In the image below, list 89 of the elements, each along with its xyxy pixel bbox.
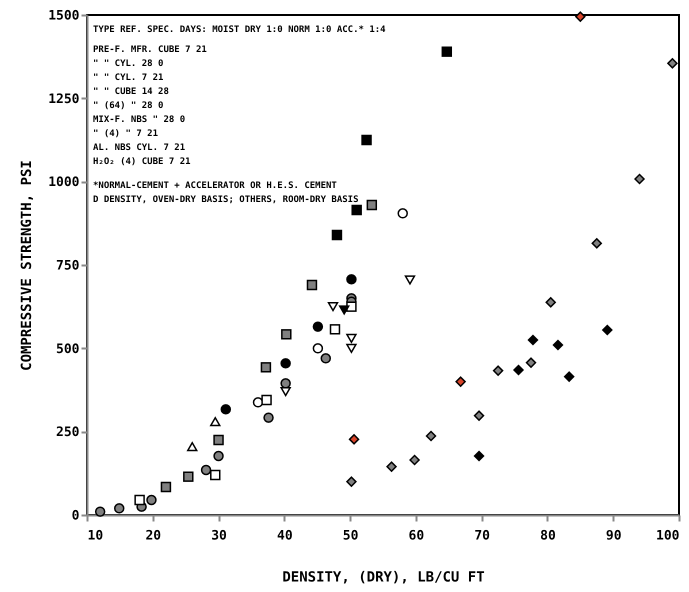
point (280, 358, 291, 369)
point (492, 365, 504, 376)
point (361, 134, 372, 146)
point (213, 450, 224, 462)
point (220, 404, 232, 415)
point (602, 324, 613, 336)
point (409, 454, 420, 466)
annotation: D DENSITY, OVEN-DRY BASIS; OTHERS, ROOM-DRY BASIS (93, 195, 359, 205)
annotation: MIX-F. NBS " 28 0 (93, 115, 186, 125)
point (306, 280, 318, 290)
point (320, 353, 331, 364)
x-tick-label: 10 (88, 528, 104, 544)
point (94, 506, 106, 517)
point (280, 387, 291, 396)
annotation: *NORMAL-CEMENT + ACCELERATOR OR H.E.S. CEMENT (93, 181, 338, 191)
point (346, 476, 357, 487)
point (346, 301, 357, 312)
x-tick-label: 60 (408, 528, 424, 544)
point (338, 305, 350, 315)
point (592, 238, 602, 249)
point (263, 412, 274, 423)
point (366, 200, 378, 210)
x-tick-label: 100 (656, 528, 680, 544)
point (328, 302, 338, 312)
point (281, 329, 292, 340)
point (351, 204, 362, 216)
point (134, 494, 145, 506)
annotation: " " CUBE 14 28 (93, 87, 169, 97)
point (260, 362, 272, 373)
y-tick-label: 750 (56, 258, 80, 274)
point (564, 371, 574, 382)
annotation: H₂O₂ (4) CUBE 7 21 (93, 157, 191, 167)
annotation: AL. NBS CYL. 7 21 (93, 143, 186, 153)
annotation: TYPE REF. SPEC. DAYS: MOIST DRY 1:0 NORM 1:0 ACC.* 1:4 (93, 25, 386, 35)
y-tick-label: 500 (56, 342, 80, 357)
point (667, 58, 678, 69)
y-tick-label: 0 (72, 508, 80, 524)
point (398, 208, 408, 219)
point (160, 482, 172, 492)
y-tick-label: 1000 (48, 175, 80, 190)
x-tick-label: 30 (211, 528, 228, 544)
x-tick-label: 90 (606, 528, 622, 544)
annotation: " " CYL. 7 21 (93, 73, 164, 83)
y-axis-title: COMPRESSIVE STRENGTH, PSI (19, 160, 36, 371)
point (426, 430, 436, 442)
y-tick-label: 250 (56, 425, 80, 440)
point (404, 275, 416, 285)
point (187, 442, 198, 452)
point (146, 494, 157, 506)
point (455, 376, 466, 387)
y-tick-label: 1250 (48, 92, 80, 107)
point (386, 461, 397, 472)
point (114, 503, 124, 514)
point (346, 344, 357, 353)
annotation: PRE-F. MFR. CUBE 7 21 (93, 45, 207, 55)
point (210, 470, 220, 480)
point (474, 450, 484, 462)
point (348, 434, 360, 445)
x-tick-label: 20 (145, 528, 162, 544)
point (546, 297, 556, 308)
point (575, 11, 586, 22)
point (634, 174, 645, 184)
x-tick-label: 70 (474, 528, 490, 544)
point (528, 334, 538, 346)
x-tick-label: 80 (540, 528, 556, 544)
point (312, 343, 324, 354)
point (210, 417, 220, 426)
point (183, 471, 194, 482)
x-tick-label: 50 (342, 528, 359, 544)
point (252, 397, 264, 408)
point (346, 334, 357, 343)
point (213, 434, 224, 446)
point (312, 321, 324, 332)
x-tick-label: 40 (277, 528, 293, 544)
annotation: " " CYL. 28 0 (93, 59, 164, 69)
point (442, 46, 452, 57)
point (526, 357, 536, 368)
point (261, 394, 272, 406)
point (200, 464, 212, 476)
point (474, 410, 484, 421)
point (346, 274, 357, 285)
annotation: " (64) " 28 0 (93, 101, 164, 111)
annotation: " (4) " 7 21 (93, 129, 158, 139)
y-tick-label: 1500 (48, 8, 80, 24)
point (513, 364, 524, 376)
point (552, 340, 564, 350)
x-axis-title: DENSITY, (DRY), LB/CU FT (282, 570, 485, 586)
point (330, 324, 340, 335)
point (332, 230, 342, 240)
